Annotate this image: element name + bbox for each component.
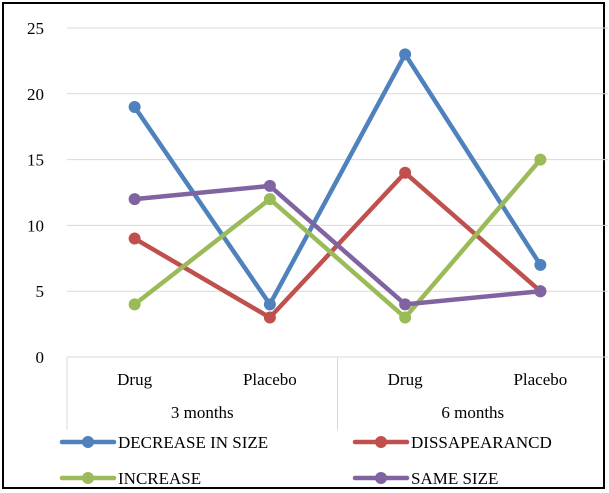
legend-swatch-marker-2 (82, 472, 94, 484)
x-category-label-2: Drug (388, 370, 423, 389)
legend-swatch-marker-3 (375, 472, 387, 484)
x-category-labels: Drug Placebo Drug Placebo 3 months 6 months (117, 370, 567, 422)
legend-swatch-marker-0 (82, 436, 94, 448)
gridlines (67, 27, 608, 292)
x-category-label-0: Drug (117, 370, 152, 389)
y-tick-label-20: 20 (27, 85, 44, 104)
y-tick-label-25: 25 (27, 19, 44, 38)
data-point-s3-1 (263, 179, 276, 192)
series-line-2 (132, 157, 543, 320)
data-point-s2-0 (128, 298, 141, 311)
legend-label-0: DECREASE IN SIZE (118, 433, 268, 452)
y-tick-labels: 0 5 10 15 20 25 (27, 19, 44, 367)
data-point-s0-0 (128, 100, 141, 113)
x-group-label-1: 6 months (441, 403, 504, 422)
data-point-s0-1 (263, 298, 276, 311)
y-tick-label-15: 15 (27, 151, 44, 170)
data-point-s3-3 (534, 285, 547, 298)
x-category-label-1: Placebo (243, 370, 297, 389)
data-point-s3-0 (128, 193, 141, 206)
y-tick-label-5: 5 (36, 282, 45, 301)
data-point-s1-0 (128, 232, 141, 245)
x-category-label-3: Placebo (513, 370, 567, 389)
x-group-label-0: 3 months (171, 403, 234, 422)
data-point-s3-2 (399, 298, 412, 311)
series-line-3 (132, 183, 543, 307)
data-point-s2-2 (399, 311, 412, 324)
legend-label-3: SAME SIZE (411, 469, 498, 488)
series-lines (128, 48, 547, 324)
y-tick-label-10: 10 (27, 216, 44, 235)
data-point-s1-1 (263, 311, 276, 324)
data-point-s2-3 (534, 153, 547, 166)
axes (66, 356, 608, 430)
legend: DECREASE IN SIZE DISSAPEARANCD INCREASE SAM… (59, 433, 552, 488)
data-point-s1-2 (399, 166, 412, 179)
data-point-s0-2 (399, 48, 412, 61)
data-point-s2-1 (263, 193, 276, 206)
legend-label-1: DISSAPEARANCD (411, 433, 552, 452)
y-tick-label-0: 0 (36, 348, 45, 367)
data-point-s0-3 (534, 258, 547, 271)
legend-swatch-marker-1 (375, 436, 387, 448)
series-line-0 (132, 52, 543, 307)
legend-label-2: INCREASE (118, 469, 201, 488)
